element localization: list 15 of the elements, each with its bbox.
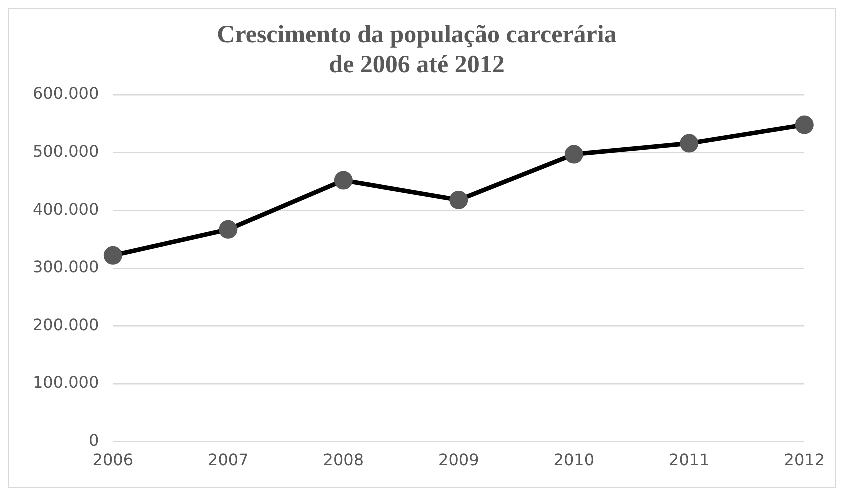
x-tick-label: 2007 <box>208 450 249 470</box>
x-tick-label: 2009 <box>438 450 480 470</box>
x-tick-label: 2008 <box>323 450 364 470</box>
y-tick-label: 600.000 <box>32 84 100 104</box>
y-tick-label: 200.000 <box>32 315 100 334</box>
y-tick-label: 100.000 <box>32 373 100 392</box>
x-tick-label: 2012 <box>784 450 825 470</box>
y-tick-label: 500.000 <box>32 142 100 161</box>
x-tick-label: 2010 <box>554 450 595 470</box>
chart-title: Crescimento da população carcerária de 2006 até 2012 <box>217 21 618 78</box>
y-tick-label: 400.000 <box>32 200 100 219</box>
x-tick-label: 2011 <box>669 450 710 470</box>
x-tick-label: 2006 <box>92 450 134 470</box>
y-tick-label: 300.000 <box>32 258 100 277</box>
y-tick-label: 0 <box>88 430 100 450</box>
